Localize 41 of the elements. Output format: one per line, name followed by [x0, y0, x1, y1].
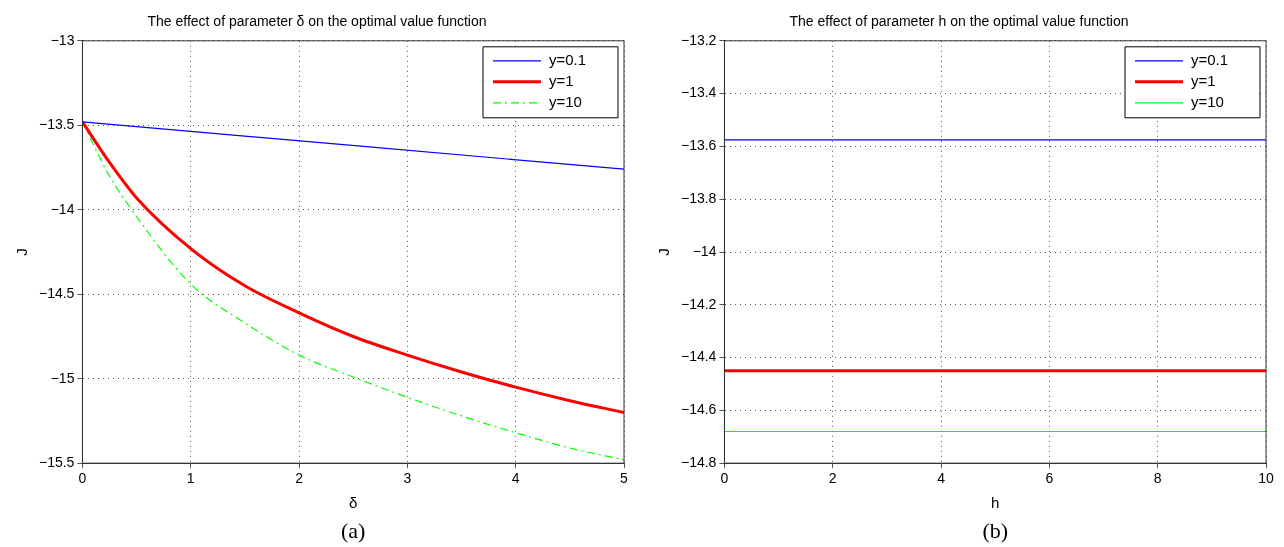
y-tick-label: −13.6	[680, 137, 717, 154]
y-tick-label: −14.8	[680, 454, 717, 471]
text: (a)	[341, 517, 366, 543]
y-tick-label: −14	[50, 200, 75, 217]
x-tick-label: 0	[78, 470, 87, 487]
legend-label: y=1	[1191, 71, 1216, 89]
y-tick-label: −14.2	[680, 295, 717, 312]
x-tick-label: 5	[620, 470, 629, 487]
x-tick-label: 10	[1258, 470, 1274, 487]
x-tick-label: 6	[1045, 470, 1054, 487]
y-axis-title: J	[655, 248, 673, 256]
x-tick-label: 4	[937, 470, 946, 487]
y-tick-label: −13.8	[680, 190, 717, 207]
chart-title: The effect of parameter δ on the optimal value function	[147, 13, 487, 30]
x-tick-label: 3	[403, 470, 412, 487]
y-tick-label: −14	[692, 242, 717, 259]
legend-label: y=0.1	[549, 50, 587, 68]
x-tick-label: 2	[295, 470, 304, 487]
x-axis-title: h	[991, 494, 1000, 512]
y-tick-label: −13.5	[38, 116, 75, 133]
x-tick-label: 0	[720, 470, 729, 487]
y-tick-label: −13	[50, 31, 75, 48]
y-tick-label: −13.2	[680, 31, 717, 48]
text: (b)	[982, 517, 1009, 543]
chart-title: The effect of parameter h on the optimal value function	[789, 13, 1129, 30]
legend-label: y=10	[549, 92, 582, 110]
x-tick-label: 4	[511, 470, 520, 487]
x-tick-label: 1	[186, 470, 195, 487]
y-tick-label: −15	[50, 369, 75, 386]
x-tick-label: 2	[828, 470, 837, 487]
legend-label: y=0.1	[1191, 50, 1229, 68]
legend-label: y=10	[1191, 92, 1224, 110]
y-axis-title: J	[13, 248, 31, 256]
y-tick-label: −15.5	[38, 454, 75, 471]
y-tick-label: −14.5	[38, 285, 75, 302]
y-tick-label: −14.4	[680, 348, 717, 365]
x-tick-label: 8	[1153, 470, 1162, 487]
x-axis-title: δ	[349, 494, 358, 512]
y-tick-label: −13.4	[680, 84, 717, 101]
legend-label: y=1	[549, 71, 574, 89]
y-tick-label: −14.6	[680, 401, 717, 418]
